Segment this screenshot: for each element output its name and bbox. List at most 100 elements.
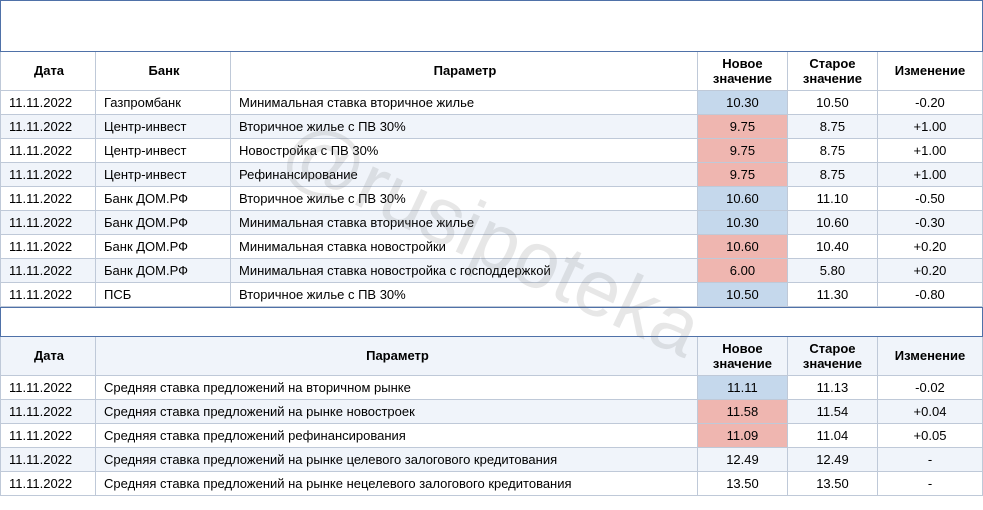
- table1-title-line1: Изменение ставок ведущих кредиторов: [7, 7, 976, 26]
- cell-old-value: 13.50: [787, 471, 877, 495]
- cell-new-value: 9.75: [697, 162, 787, 186]
- table2-header-row: Дата Параметр Новое значение Старое знач…: [1, 336, 983, 375]
- table2-title: Ипотечный индекс Русипотеки: [1, 307, 983, 336]
- cell-param: Вторичное жилье с ПВ 30%: [231, 282, 698, 306]
- cell-old-value: 10.60: [787, 210, 877, 234]
- cell-bank: Центр-инвест: [96, 138, 231, 162]
- col-old-value: Старое значение: [787, 51, 877, 90]
- cell-date: 11.11.2022: [1, 375, 96, 399]
- table-row: 11.11.2022Средняя ставка предложений на …: [1, 447, 983, 471]
- cell-new-value: 13.50: [697, 471, 787, 495]
- cell-old-value: 8.75: [787, 162, 877, 186]
- cell-change: +0.04: [877, 399, 982, 423]
- cell-old-value: 11.54: [787, 399, 877, 423]
- cell-bank: Банк ДОМ.РФ: [96, 210, 231, 234]
- table-row: 11.11.2022ГазпромбанкМинимальная ставка …: [1, 90, 983, 114]
- cell-date: 11.11.2022: [1, 234, 96, 258]
- cell-date: 11.11.2022: [1, 186, 96, 210]
- cell-new-value: 10.30: [697, 90, 787, 114]
- cell-date: 11.11.2022: [1, 90, 96, 114]
- cell-date: 11.11.2022: [1, 399, 96, 423]
- table-row: 11.11.2022Банк ДОМ.РФМинимальная ставка …: [1, 210, 983, 234]
- cell-bank: Газпромбанк: [96, 90, 231, 114]
- cell-param: Средняя ставка предложений рефинансирова…: [96, 423, 698, 447]
- cell-old-value: 10.50: [787, 90, 877, 114]
- cell-new-value: 10.60: [697, 234, 787, 258]
- cell-change: -: [877, 471, 982, 495]
- table-row: 11.11.2022Средняя ставка предложений на …: [1, 399, 983, 423]
- cell-bank: Банк ДОМ.РФ: [96, 258, 231, 282]
- table-row: 11.11.2022Банк ДОМ.РФМинимальная ставка …: [1, 234, 983, 258]
- cell-new-value: 11.11: [697, 375, 787, 399]
- table2-title-row: Ипотечный индекс Русипотеки: [1, 307, 983, 336]
- cell-param: Средняя ставка предложений на вторичном …: [96, 375, 698, 399]
- cell-param: Рефинансирование: [231, 162, 698, 186]
- col-date: Дата: [1, 51, 96, 90]
- cell-bank: Банк ДОМ.РФ: [96, 234, 231, 258]
- col-old-value: Старое значение: [787, 336, 877, 375]
- cell-param: Средняя ставка предложений на рынке целе…: [96, 447, 698, 471]
- cell-change: -0.20: [877, 90, 982, 114]
- col-bank: Банк: [96, 51, 231, 90]
- cell-param: Вторичное жилье с ПВ 30%: [231, 186, 698, 210]
- table-row: 11.11.2022Центр-инвестВторичное жилье с …: [1, 114, 983, 138]
- table-row: 11.11.2022Банк ДОМ.РФВторичное жилье с П…: [1, 186, 983, 210]
- cell-param: Средняя ставка предложений на рынке ново…: [96, 399, 698, 423]
- col-change: Изменение: [877, 336, 982, 375]
- cell-param: Средняя ставка предложений на рынке неце…: [96, 471, 698, 495]
- table-row: 11.11.2022Средняя ставка предложений на …: [1, 375, 983, 399]
- cell-bank: Центр-инвест: [96, 114, 231, 138]
- cell-change: +0.05: [877, 423, 982, 447]
- cell-param: Минимальная ставка новостройка с господд…: [231, 258, 698, 282]
- cell-old-value: 10.40: [787, 234, 877, 258]
- cell-date: 11.11.2022: [1, 471, 96, 495]
- cell-new-value: 11.09: [697, 423, 787, 447]
- table-row: 11.11.2022Банк ДОМ.РФМинимальная ставка …: [1, 258, 983, 282]
- cell-change: +0.20: [877, 258, 982, 282]
- cell-new-value: 6.00: [697, 258, 787, 282]
- cell-new-value: 10.30: [697, 210, 787, 234]
- cell-old-value: 8.75: [787, 138, 877, 162]
- cell-date: 11.11.2022: [1, 138, 96, 162]
- mortgage-index-table: Ипотечный индекс Русипотеки Дата Парамет…: [0, 307, 983, 496]
- cell-bank: ПСБ: [96, 282, 231, 306]
- table-row: 11.11.2022Центр-инвестНовостройка с ПВ 3…: [1, 138, 983, 162]
- cell-old-value: 11.30: [787, 282, 877, 306]
- cell-change: +0.20: [877, 234, 982, 258]
- cell-date: 11.11.2022: [1, 447, 96, 471]
- cell-change: -: [877, 447, 982, 471]
- cell-change: -0.30: [877, 210, 982, 234]
- col-change: Изменение: [877, 51, 982, 90]
- cell-param: Минимальная ставка новостройки: [231, 234, 698, 258]
- cell-param: Минимальная ставка вторичное жилье: [231, 210, 698, 234]
- cell-date: 11.11.2022: [1, 282, 96, 306]
- cell-bank: Банк ДОМ.РФ: [96, 186, 231, 210]
- col-new-value: Новое значение: [697, 336, 787, 375]
- table1-title-row: Изменение ставок ведущих кредиторов Обзо…: [1, 1, 983, 52]
- cell-date: 11.11.2022: [1, 423, 96, 447]
- cell-param: Новостройка с ПВ 30%: [231, 138, 698, 162]
- cell-param: Минимальная ставка вторичное жилье: [231, 90, 698, 114]
- cell-new-value: 10.50: [697, 282, 787, 306]
- cell-change: -0.02: [877, 375, 982, 399]
- cell-new-value: 9.75: [697, 114, 787, 138]
- cell-date: 11.11.2022: [1, 162, 96, 186]
- cell-change: +1.00: [877, 162, 982, 186]
- cell-old-value: 11.10: [787, 186, 877, 210]
- table-row: 11.11.2022Средняя ставка предложений на …: [1, 471, 983, 495]
- table-row: 11.11.2022ПСБВторичное жилье с ПВ 30%10.…: [1, 282, 983, 306]
- cell-change: +1.00: [877, 138, 982, 162]
- col-date: Дата: [1, 336, 96, 375]
- cell-new-value: 9.75: [697, 138, 787, 162]
- cell-old-value: 12.49: [787, 447, 877, 471]
- cell-new-value: 12.49: [697, 447, 787, 471]
- cell-change: +1.00: [877, 114, 982, 138]
- cell-old-value: 5.80: [787, 258, 877, 282]
- cell-old-value: 8.75: [787, 114, 877, 138]
- cell-date: 11.11.2022: [1, 210, 96, 234]
- cell-new-value: 10.60: [697, 186, 787, 210]
- cell-change: -0.80: [877, 282, 982, 306]
- col-param: Параметр: [231, 51, 698, 90]
- cell-change: -0.50: [877, 186, 982, 210]
- cell-date: 11.11.2022: [1, 114, 96, 138]
